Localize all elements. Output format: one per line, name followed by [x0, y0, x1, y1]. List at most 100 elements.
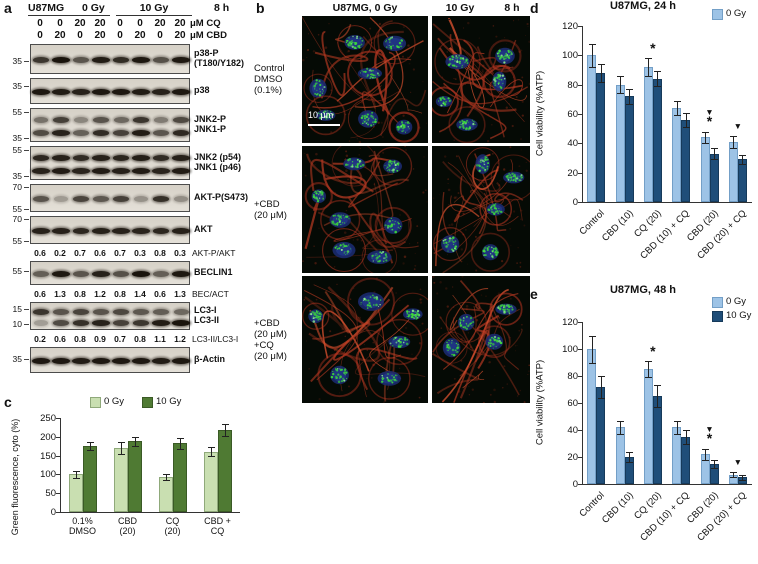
error-cap [673, 115, 681, 117]
blot-band [73, 271, 89, 277]
error-cap [654, 407, 662, 409]
significance-mark: * [643, 344, 663, 358]
panel-b-header-left: U87MG, 0 Gy [332, 2, 398, 14]
mw-tick [24, 187, 29, 189]
error-cap [626, 451, 633, 453]
blot-band [132, 228, 150, 234]
bar [709, 153, 719, 202]
error-cap [626, 103, 633, 105]
blot-strip [30, 78, 190, 104]
dose-right-label: 10 Gy [139, 2, 169, 14]
mw-tick [24, 150, 29, 152]
error-cap [711, 159, 718, 161]
blot-strip [30, 146, 190, 180]
y-tick [578, 430, 582, 431]
blot-band [152, 320, 170, 327]
error-cap [162, 480, 170, 482]
error-cap [730, 147, 738, 149]
mw-marker: 55 [12, 107, 22, 118]
y-tick [56, 436, 60, 438]
error-cap [682, 443, 690, 445]
error-bar [75, 470, 77, 479]
y-tick-label: 80 [567, 371, 578, 382]
chart-title: U87MG, 48 h [609, 284, 677, 296]
blot-band [173, 116, 189, 123]
mw-marker: 35 [12, 170, 22, 181]
mw-tick [24, 208, 29, 210]
ratio-value: 0.6 [94, 248, 106, 258]
bar [624, 96, 634, 202]
y-tick [578, 376, 582, 377]
blot-strip [30, 108, 190, 142]
y-tick-label: 100 [562, 344, 578, 355]
dose-value: 0 [117, 30, 123, 41]
blot-band [132, 130, 150, 137]
blot-label: AKT [194, 224, 258, 235]
blot-band [72, 154, 90, 161]
mw-tick [24, 85, 29, 87]
blot-band [32, 358, 50, 364]
blot-band [152, 89, 170, 95]
chart-title: U87MG, 24 h [609, 0, 677, 12]
blot-band [172, 168, 190, 175]
blot-label: AKT-P(S473) [194, 192, 258, 203]
micrograph-row-label-line: +CQ [254, 339, 274, 351]
panel-c: c 0 50 100 150 200 250 Green fluorescence, cyt… [4, 394, 256, 562]
blot-band [113, 116, 129, 123]
dose-value: 0 [137, 18, 143, 29]
blot-band [153, 308, 169, 315]
blot-band [52, 271, 70, 277]
bar [700, 137, 710, 202]
blot-band [132, 154, 150, 161]
y-tick [578, 202, 582, 203]
error-cap [711, 467, 718, 469]
error-cap [597, 81, 605, 83]
bar [652, 396, 662, 484]
blot-band [92, 228, 110, 234]
significance-mark: ▼ * [700, 107, 720, 128]
dose-value: 20 [94, 18, 106, 29]
blot-label-line: JNK1-P [194, 124, 227, 134]
mw-tick [24, 323, 29, 325]
legend-label: 0 Gy [726, 296, 747, 307]
ratio-value: 0.6 [34, 289, 46, 299]
error-bar [714, 459, 715, 468]
error-bar [676, 100, 678, 116]
error-cap [72, 478, 80, 480]
bar [615, 427, 625, 484]
blot-band [132, 271, 150, 277]
x-category-label: CBD + CQ [204, 516, 231, 536]
y-axis-title: Cell viability (%ATP) [534, 70, 546, 157]
blot-band [173, 308, 189, 315]
mw-marker: 55 [12, 235, 22, 246]
blot-strip [30, 261, 190, 285]
blot-label-line: p38-P [194, 47, 219, 58]
blot-label-line: AKT-P(S473) [194, 191, 249, 202]
blot-band [172, 228, 190, 234]
blot-label: β-Actin [194, 354, 258, 365]
bar [68, 474, 83, 512]
blot-band [172, 89, 190, 95]
ratio-value: 0.8 [154, 248, 166, 258]
blot-strip [30, 44, 190, 74]
y-tick-label: 100 [562, 50, 578, 62]
blot-label-line: LC3-II [194, 315, 220, 325]
cell-line-label: U87MG [28, 2, 65, 14]
ratio-value: 0.3 [134, 248, 146, 258]
significance-mark-glyph: * [706, 429, 713, 446]
error-bar [657, 385, 659, 408]
error-cap [597, 397, 605, 399]
error-cap [702, 131, 709, 133]
blot-band [172, 271, 190, 277]
error-cap [682, 430, 690, 431]
blot-band [152, 358, 170, 364]
ratio-label: AKT-P/AKT [192, 248, 236, 258]
blot-band [72, 89, 90, 95]
bar [672, 108, 682, 202]
mw-tick [24, 137, 29, 139]
blot-band [172, 130, 190, 137]
bar [217, 430, 232, 512]
blot-label: p38 [194, 85, 258, 96]
micrograph-row-label-line: (20 μM) [254, 328, 287, 340]
error-cap [86, 442, 94, 444]
